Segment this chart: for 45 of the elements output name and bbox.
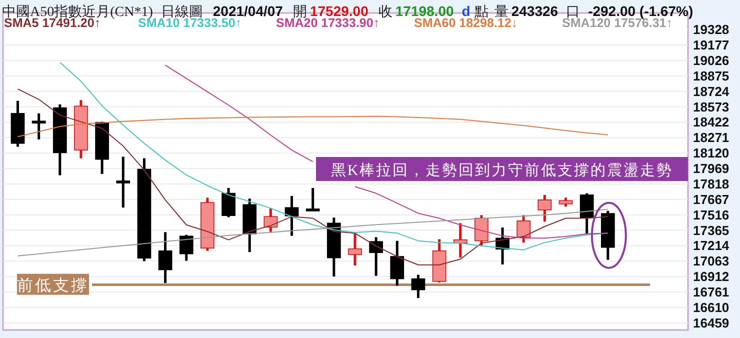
candlestick <box>179 234 194 262</box>
y-tick-label: 17516 <box>693 207 730 222</box>
candlestick <box>390 240 404 287</box>
y-tick-label: 18724 <box>693 84 730 99</box>
annotation: 收 <box>378 4 392 20</box>
ref-line-label: 前低支撐 <box>17 276 89 294</box>
y-tick-label: 16459 <box>693 315 730 330</box>
y-tick-label: 18271 <box>693 130 730 146</box>
annotation: -292.00 (-1.67%) <box>588 3 694 19</box>
y-tick-label: 19026 <box>693 52 730 68</box>
candlestick <box>348 232 362 267</box>
y-tick-label: 17969 <box>693 161 730 176</box>
y-tick-label: 16912 <box>693 269 730 284</box>
annotation: 243326 <box>511 3 558 19</box>
y-tick-label: 17214 <box>693 238 730 254</box>
y-tick-label: 17667 <box>693 192 730 207</box>
candlestick <box>158 230 172 284</box>
candlestick <box>284 194 299 238</box>
candlestick <box>222 186 236 218</box>
annotation: 17198.00 <box>395 3 454 19</box>
annotation: d <box>462 3 470 19</box>
y-tick-label: 18573 <box>693 99 730 114</box>
y-tick-label: 16761 <box>693 284 730 300</box>
candlestick <box>474 214 488 248</box>
y-tick-label: 19328 <box>693 22 730 38</box>
candlestick <box>116 155 130 209</box>
y-tick-label: 16610 <box>693 300 730 316</box>
candlestick <box>264 206 278 234</box>
candlestick <box>411 274 426 300</box>
candlestick <box>538 194 552 223</box>
candlestick <box>369 236 383 278</box>
candlestick <box>32 112 46 141</box>
y-tick-label: 18875 <box>693 68 730 84</box>
candlestick <box>306 186 320 212</box>
candlestick <box>580 192 594 236</box>
y-tick-label: 19177 <box>693 38 730 53</box>
y-tick-label: 17818 <box>693 176 730 192</box>
candlestick <box>516 214 531 244</box>
annotation: 黑K棒拉回，走勢回到力守前低支撐的震盪走勢 <box>330 162 674 179</box>
annotation: 2021/04/07 <box>212 3 284 19</box>
y-tick-label: 18422 <box>693 114 730 130</box>
y-tick-label: 18120 <box>693 146 730 161</box>
annotation: 17529.00 <box>310 3 369 19</box>
y-tick-label: 17365 <box>693 222 730 238</box>
y-tick-label: 17063 <box>693 254 730 269</box>
